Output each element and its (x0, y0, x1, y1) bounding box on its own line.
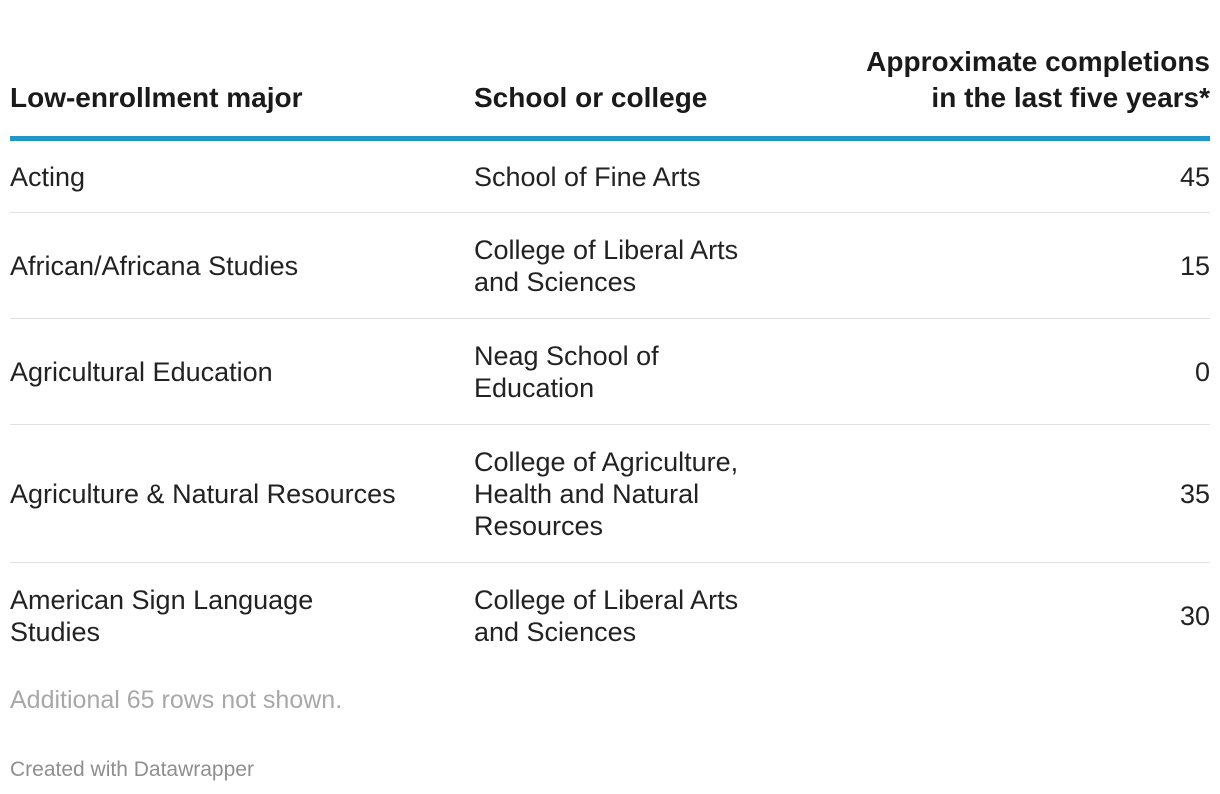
table-body: Acting School of Fine Arts 45 African/Af… (10, 138, 1210, 669)
cell-text: African/Africana Studies (10, 250, 299, 281)
cell-text: College of Agriculture, (474, 446, 739, 477)
data-table: Low-enrollment major School or college A… (10, 44, 1210, 669)
cell-school: College of Liberal Arts and Sciences (474, 212, 774, 319)
header-text: Low-enrollment major (10, 82, 303, 113)
header-text: Approximate completions (866, 46, 1210, 77)
table-row: American Sign Language Studies College o… (10, 563, 1210, 669)
header-text: School or college (474, 82, 708, 113)
cell-school: School of Fine Arts (474, 138, 774, 213)
cell-text: American Sign Language (10, 584, 314, 615)
cell-completions: 0 (774, 318, 1210, 425)
datawrapper-credit: Created with Datawrapper (10, 758, 254, 781)
cell-text: Education (474, 372, 595, 403)
cell-completions: 35 (774, 424, 1210, 563)
cell-text: Studies (10, 616, 101, 647)
cell-completions: 15 (774, 212, 1210, 319)
cell-text: Acting (10, 161, 86, 192)
cell-school: College of Agriculture, Health and Natur… (474, 424, 774, 563)
table-row: Agriculture & Natural Resources College … (10, 424, 1210, 563)
data-table-container: Low-enrollment major School or college A… (10, 44, 1210, 669)
cell-text: College of Liberal Arts (474, 234, 739, 265)
cell-major: African/Africana Studies (10, 212, 474, 319)
table-row: African/Africana Studies College of Libe… (10, 212, 1210, 319)
column-header-school[interactable]: School or college (474, 44, 774, 141)
cell-text: Agriculture & Natural Resources (10, 478, 396, 509)
table-header: Low-enrollment major School or college A… (10, 44, 1210, 141)
cell-text: College of Liberal Arts (474, 584, 739, 615)
cell-completions: 30 (1179, 600, 1210, 631)
cell-major: Agricultural Education (10, 318, 474, 425)
cell-school: College of Liberal Arts and Sciences (474, 563, 774, 669)
cell-text: Neag School of (474, 340, 659, 371)
cell-text: Agricultural Education (10, 356, 273, 387)
table-row: Acting School of Fine Arts 45 (10, 138, 1210, 213)
cell-text: and Sciences (474, 616, 637, 647)
cell-major: Acting (10, 138, 474, 213)
column-header-major[interactable]: Low-enrollment major (10, 44, 474, 141)
cell-major: American Sign Language Studies (10, 563, 474, 669)
header-row: Low-enrollment major School or college A… (10, 44, 1210, 141)
table-row: Agricultural Education Neag School of Ed… (10, 318, 1210, 425)
cell-text: Resources (474, 510, 604, 541)
rows-not-shown-note: Additional 65 rows not shown. (10, 686, 343, 714)
cell-school: Neag School of Education (474, 318, 774, 425)
cell-completions: 45 (774, 138, 1210, 213)
header-text: in the last five years* (931, 82, 1210, 113)
cell-text: and Sciences (474, 266, 637, 297)
cell-major: Agriculture & Natural Resources (10, 424, 474, 563)
cell-text: School of Fine Arts (474, 161, 701, 192)
cell-text: Health and Natural (474, 478, 700, 509)
column-header-completions[interactable]: Approximate completions in the last five… (774, 44, 1210, 141)
